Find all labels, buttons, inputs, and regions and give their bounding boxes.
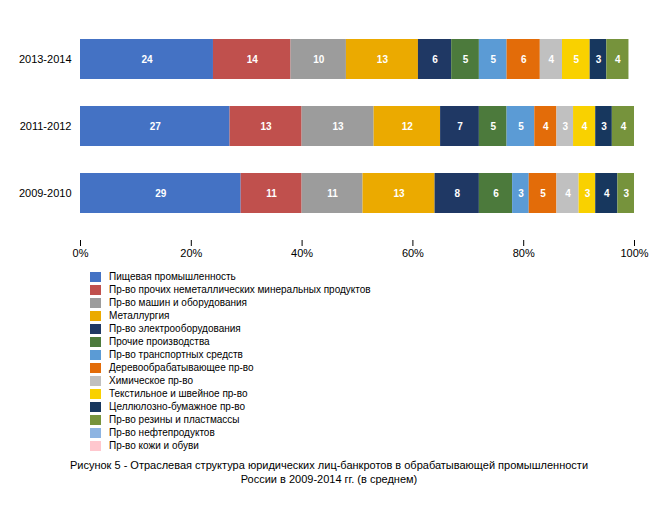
html-text:Металлургия: Металлургия (109, 310, 170, 321)
svg-text:13: 13 (333, 121, 345, 132)
svg-text:5: 5 (540, 188, 546, 199)
svg-text:4: 4 (549, 54, 555, 65)
html-text:Пр-во резины и пластмассы: Пр-во резины и пластмассы (109, 414, 240, 425)
html-text:Пр-во кожи и обуви: Пр-во кожи и обуви (109, 440, 199, 451)
svg-text:5: 5 (490, 121, 496, 132)
svg-text:3: 3 (601, 121, 607, 132)
html-text:Пр-во электрооборудования: Пр-во электрооборудования (109, 323, 241, 334)
svg-text:2009-2010: 2009-2010 (19, 187, 72, 199)
svg-text:80%: 80% (513, 247, 535, 259)
svg-text:12: 12 (402, 121, 414, 132)
svg-text:2011-2012: 2011-2012 (20, 120, 72, 132)
html-text:Пр-во транспортных средств: Пр-во транспортных средств (109, 349, 243, 360)
html-text:Текстильное и швейное пр-во: Текстильное и швейное пр-во (109, 388, 248, 399)
svg-text:100%: 100% (620, 247, 648, 259)
svg-text:6: 6 (493, 188, 499, 199)
svg-text:10: 10 (313, 54, 325, 65)
svg-text:4: 4 (604, 188, 610, 199)
svg-text:5: 5 (490, 54, 496, 65)
html-text:Целлюлозно-бумажное пр-во: Целлюлозно-бумажное пр-во (109, 401, 245, 412)
svg-text:5: 5 (463, 54, 469, 65)
svg-text:6: 6 (432, 54, 438, 65)
svg-text:3: 3 (585, 188, 591, 199)
svg-text:11: 11 (327, 188, 338, 199)
svg-text:7: 7 (457, 121, 463, 132)
svg-text:3: 3 (518, 188, 524, 199)
svg-text:27: 27 (150, 121, 162, 132)
svg-text:4: 4 (582, 121, 588, 132)
svg-text:4: 4 (565, 188, 571, 199)
html-text:Пр-во прочих неметаллических м: Пр-во прочих неметаллических минеральных… (109, 284, 371, 295)
svg-text:2013-2014: 2013-2014 (19, 53, 72, 65)
html-text:Прочие производства: Прочие производства (109, 336, 210, 347)
svg-text:5: 5 (574, 54, 580, 65)
svg-text:60%: 60% (402, 247, 424, 259)
svg-text:11: 11 (266, 188, 277, 199)
svg-text:13: 13 (261, 121, 273, 132)
svg-text:5: 5 (518, 121, 524, 132)
html-text:Пр-во машин и оборудования: Пр-во машин и оборудования (109, 297, 247, 308)
html-text:Пр-во нефтепродуктов: Пр-во нефтепродуктов (109, 427, 215, 438)
svg-text:29: 29 (155, 188, 167, 199)
svg-text:4: 4 (621, 121, 627, 132)
svg-text:4: 4 (615, 54, 621, 65)
svg-text:13: 13 (377, 54, 389, 65)
svg-text:3: 3 (623, 188, 629, 199)
html-text:Химическое пр-во: Химическое пр-во (109, 375, 193, 386)
svg-text:24: 24 (141, 54, 153, 65)
html-text:Пищевая промышленность: Пищевая промышленность (109, 271, 236, 282)
svg-text:8: 8 (454, 188, 460, 199)
svg-text:13: 13 (393, 188, 405, 199)
svg-text:3: 3 (562, 121, 568, 132)
svg-text:6: 6 (521, 54, 527, 65)
html-text:Деревообрабатывающее пр-во: Деревообрабатывающее пр-во (109, 362, 254, 373)
html-text:Рисунок 5 - Отраслевая структу: Рисунок 5 - Отраслевая структура юридиче… (69, 459, 589, 471)
html-text:России в 2009-2014 гг. (в сред: России в 2009-2014 гг. (в среднем) (240, 473, 418, 485)
svg-text:0%: 0% (73, 247, 89, 259)
svg-text:3: 3 (596, 54, 602, 65)
svg-text:20%: 20% (180, 247, 202, 259)
svg-text:40%: 40% (291, 247, 313, 259)
svg-text:4: 4 (543, 121, 549, 132)
svg-text:14: 14 (247, 54, 259, 65)
